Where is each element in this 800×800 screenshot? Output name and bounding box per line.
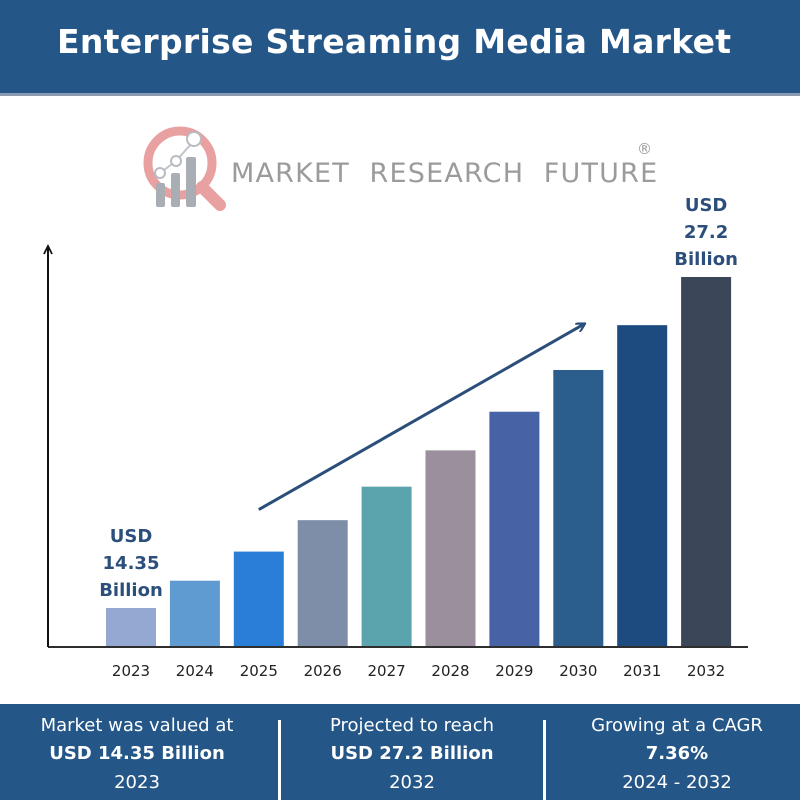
bar-2030 [553,369,604,646]
magnifier-chart-icon [143,126,226,211]
value-annotation-line: Billion [99,580,163,601]
value-annotation-line: USD [685,195,728,216]
stat-market-value: Market was valued at USD 14.35 Billion 2… [7,704,267,800]
stat-projected-value: Projected to reach USD 27.2 Billion 2032 [282,704,542,800]
stat-period: 2023 [114,772,160,793]
registered-mark: ® [637,140,652,158]
bar-2031 [617,325,668,646]
stat-caption: Growing at a CAGR [591,715,763,736]
x-tick-label: 2026 [304,662,342,680]
x-tick-labels: 2023 2024 2025 2026 2027 2028 2029 2030 2031 2032 [112,662,725,680]
x-tick-label: 2027 [368,662,406,680]
stat-value: USD 14.35 Billion [49,743,225,764]
stat-cagr: Growing at a CAGR 7.36% 2024 - 2032 [547,704,800,800]
x-tick-label: 2025 [240,662,278,680]
trend-arrow-icon [258,324,585,511]
stat-value: USD 27.2 Billion [330,743,494,764]
page-title: Enterprise Streaming Media Market [57,22,732,61]
divider [278,720,281,800]
divider [543,720,546,800]
stat-caption: Market was valued at [40,715,234,736]
bar-2032 [681,277,732,646]
bar-2028 [425,450,476,646]
bar-2023 [106,608,156,646]
bar-2026 [297,520,348,646]
bar-chart: 2023 2024 2025 2026 2027 2028 2029 2030 2031 2032… [43,195,748,680]
brand-logo: MARKET RESEARCH FUTURE ® [140,125,670,220]
value-annotation-line: 27.2 [684,222,728,243]
value-annotations: USD 14.35 Billion USD 27.2 Billion [99,195,738,601]
bars-group [106,277,732,646]
bar-2024 [169,580,220,646]
stat-value: 7.36% [645,743,709,764]
bar-2027 [361,486,412,646]
value-annotation-line: Billion [674,249,738,270]
x-tick-label: 2024 [176,662,214,680]
value-annotation-line: 14.35 [103,553,160,574]
x-tick-label: 2031 [623,662,661,680]
x-tick-label: 2032 [687,662,725,680]
bar-2025 [233,551,284,646]
footer-stats: Market was valued at USD 14.35 Billion 2… [0,704,800,800]
y-axis-arrow-icon [43,243,53,255]
value-annotation-line: USD [110,526,153,547]
x-tick-label: 2028 [431,662,469,680]
x-tick-label: 2023 [112,662,150,680]
x-tick-label: 2029 [495,662,533,680]
header-banner: Enterprise Streaming Media Market [0,0,800,96]
stat-caption: Projected to reach [329,715,494,736]
stat-period: 2024 - 2032 [622,772,732,793]
stat-period: 2032 [389,772,435,793]
bar-2029 [489,411,540,646]
logo-text: MARKET RESEARCH FUTURE [231,158,659,189]
x-tick-label: 2030 [559,662,597,680]
